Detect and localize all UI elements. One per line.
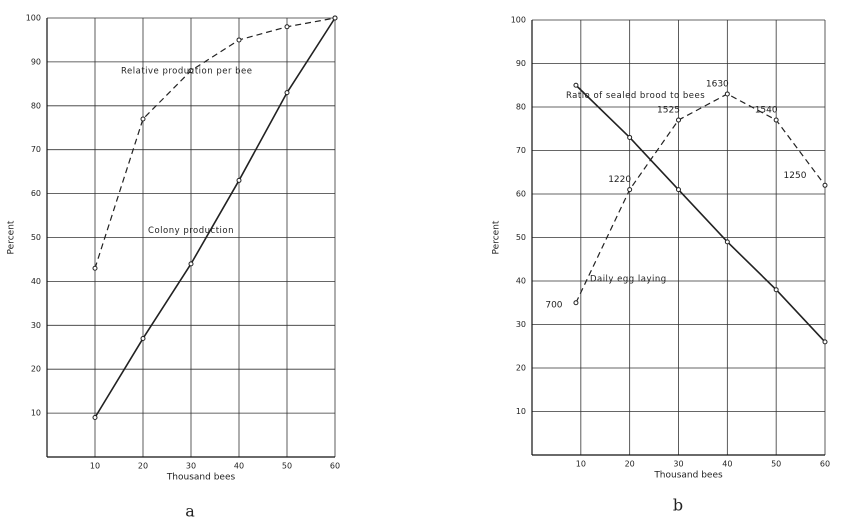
data-point <box>284 90 290 96</box>
data-point <box>573 82 579 88</box>
data-point <box>332 15 338 21</box>
y-axis-label: Percent <box>492 220 502 254</box>
point-label: 1540 <box>755 106 778 116</box>
data-point <box>188 261 194 267</box>
data-point <box>676 187 681 193</box>
series-label: Ratio of sealed brood to bees <box>566 91 705 101</box>
x-tick-label: 30 <box>186 462 196 471</box>
data-point <box>236 37 242 43</box>
x-tick-label: 20 <box>138 462 148 471</box>
series-line <box>575 84 826 343</box>
data-point <box>773 117 779 123</box>
data-point <box>140 335 146 341</box>
series-label: Colony production <box>148 226 234 236</box>
data-point <box>822 339 828 345</box>
data-point <box>822 182 828 188</box>
series-label: Daily egg laying <box>590 274 667 284</box>
y-tick-label: 30 <box>31 321 41 330</box>
y-tick-label: 20 <box>516 364 526 373</box>
data-point <box>627 134 633 140</box>
data-point <box>140 116 146 122</box>
point-label: 700 <box>545 300 562 310</box>
y-tick-label: 50 <box>31 233 41 242</box>
data-point <box>724 239 730 245</box>
y-tick-label: 60 <box>516 190 526 199</box>
x-axis-label: Thousand bees <box>166 473 236 483</box>
data-point <box>676 117 681 123</box>
y-tick-label: 90 <box>31 57 41 66</box>
x-tick-label: 40 <box>234 462 244 471</box>
caption: a <box>185 502 195 521</box>
data-point <box>236 177 242 183</box>
point-label: 1220 <box>608 175 631 185</box>
y-tick-label: 80 <box>31 101 41 110</box>
x-tick-label: 10 <box>90 462 100 471</box>
data-point <box>92 414 98 420</box>
series-label: Relative production per bee <box>121 66 253 76</box>
series-line <box>94 17 336 418</box>
data-point <box>724 91 730 97</box>
data-point <box>627 187 633 193</box>
caption: b <box>673 496 683 515</box>
point-label: 1525 <box>657 106 680 116</box>
y-tick-label: 90 <box>516 59 526 68</box>
y-tick-label: 80 <box>516 103 526 112</box>
x-tick-label: 60 <box>330 462 340 471</box>
y-tick-label: 40 <box>516 277 526 286</box>
y-tick-label: 50 <box>516 233 526 242</box>
point-label: 1250 <box>784 171 807 181</box>
x-tick-label: 40 <box>722 460 732 469</box>
x-tick-label: 30 <box>673 460 683 469</box>
data-point <box>188 68 194 74</box>
y-tick-label: 60 <box>31 189 41 198</box>
data-point <box>284 24 290 30</box>
x-tick-label: 20 <box>625 460 635 469</box>
y-tick-label: 100 <box>511 16 526 25</box>
y-tick-label: 10 <box>516 407 526 416</box>
y-tick-label: 30 <box>516 320 526 329</box>
y-tick-label: 70 <box>31 145 41 154</box>
y-tick-label: 100 <box>26 14 41 23</box>
x-axis-label: Thousand bees <box>653 471 723 481</box>
data-point <box>773 287 779 293</box>
data-point <box>573 300 579 306</box>
y-tick-label: 70 <box>516 146 526 155</box>
x-tick-label: 60 <box>820 460 830 469</box>
y-tick-label: 20 <box>31 365 41 374</box>
point-label: 1630 <box>706 79 729 89</box>
x-tick-label: 50 <box>771 460 781 469</box>
series-line <box>94 17 336 269</box>
x-tick-label: 50 <box>282 462 292 471</box>
y-tick-label: 10 <box>31 409 41 418</box>
y-axis-label: Percent <box>7 220 17 254</box>
series-line <box>575 93 826 304</box>
y-tick-label: 40 <box>31 277 41 286</box>
x-tick-label: 10 <box>576 460 586 469</box>
data-point <box>92 265 98 271</box>
